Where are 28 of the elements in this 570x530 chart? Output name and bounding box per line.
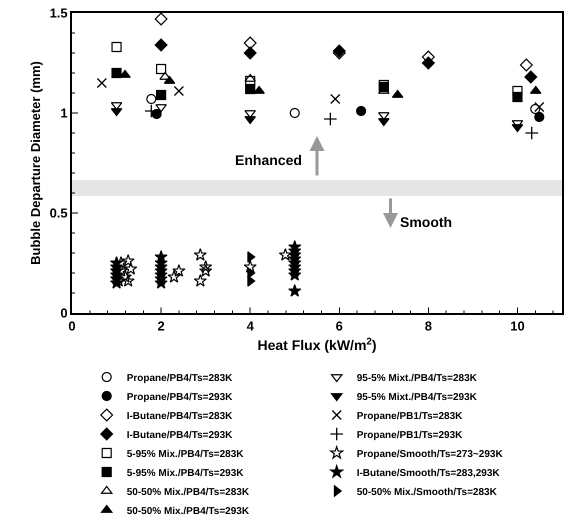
- annotation: Enhanced: [235, 152, 302, 168]
- legend-label: Propane/PB1/Ts=283K: [356, 410, 464, 422]
- legend-label: 5-95% Mix./PB4/Ts=283K: [126, 448, 244, 460]
- legend-label: I-Butane/Smooth/Ts=283,293K: [356, 468, 500, 479]
- legend-label: 50-50% Mix./PB4/Ts=293K: [126, 506, 250, 517]
- legend-label: 50-50% Mix./PB4/Ts=283K: [126, 486, 250, 498]
- legend-label: I-Butane/PB4/Ts=283K: [126, 410, 234, 422]
- y-tick-label: 1: [60, 106, 68, 121]
- legend-label: 5-95% Mix./PB4/Ts=293K: [126, 468, 244, 479]
- y-tick-label: 1.5: [50, 6, 68, 21]
- legend-label: Propane/Smooth/Ts=273~293K: [356, 448, 504, 460]
- legend-label: Propane/PB4/Ts=283K: [126, 372, 234, 384]
- legend-label: I-Butane/PB4/Ts=293K: [126, 430, 234, 441]
- legend-label: 95-5% Mixt./PB4/Ts=283K: [356, 372, 478, 384]
- x-tick-label: 6: [336, 318, 343, 334]
- x-tick-label: 4: [246, 318, 255, 334]
- x-axis-title: Heat Flux (kW/m$^{2}$): [257, 336, 377, 354]
- legend-label: Propane/PB1/Ts=293K: [356, 430, 464, 441]
- y-tick-label: 0.5: [50, 206, 68, 221]
- legend-label: 50-50% Mix./Smooth/Ts=283K: [356, 486, 498, 498]
- legend-label: 95-5% Mixt./PB4/Ts=293K: [356, 392, 478, 403]
- x-tick-label: 2: [157, 318, 165, 334]
- y-tick-label: 0: [60, 306, 68, 321]
- y-axis-title: Bubble Departure Diameter (mm): [28, 61, 44, 265]
- annotation: Smooth: [400, 214, 452, 230]
- x-tick-label: 8: [424, 318, 432, 334]
- legend-label: Propane/PB4/Ts=293K: [126, 392, 234, 403]
- x-tick-label: 10: [510, 318, 525, 334]
